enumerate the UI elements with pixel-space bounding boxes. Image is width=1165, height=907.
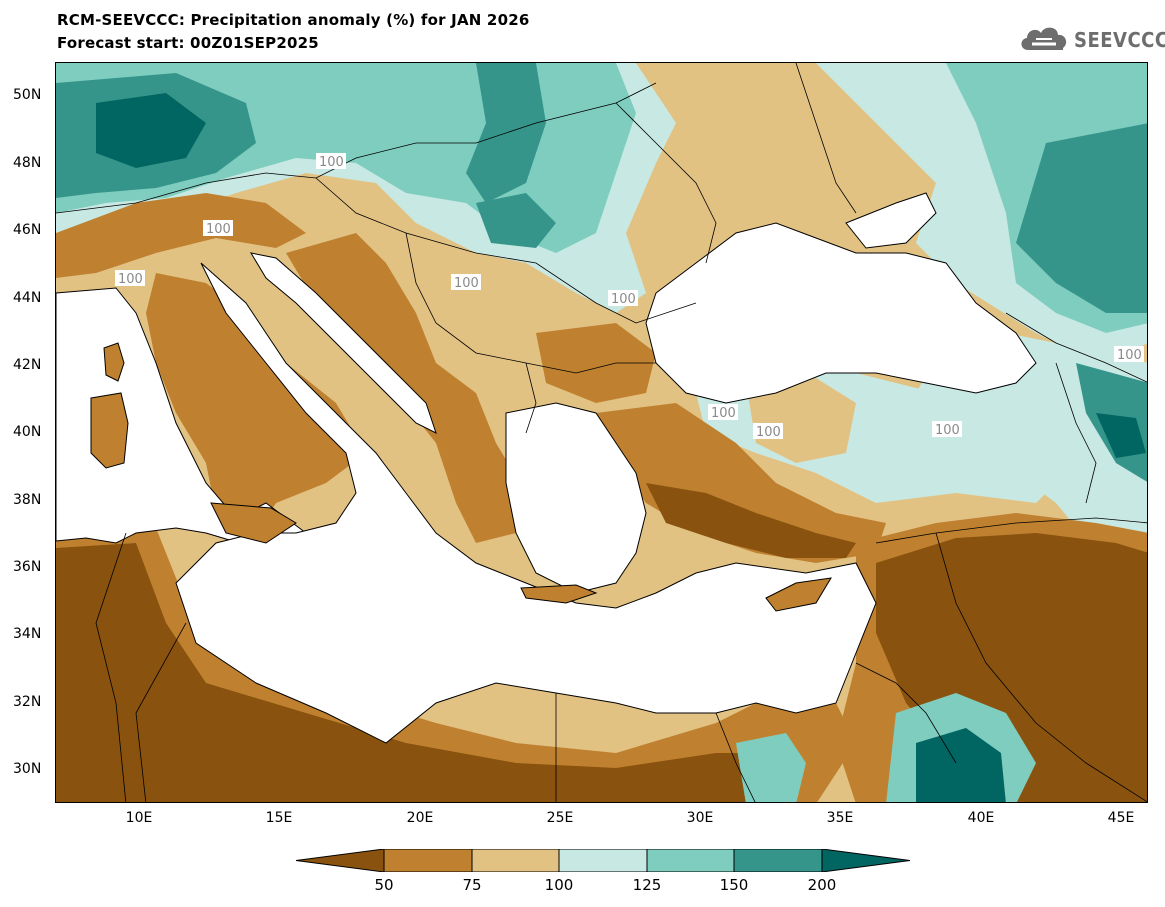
colorbar-label: 100: [544, 876, 574, 894]
dry-zone-bulgaria: [536, 323, 656, 403]
lon-tick-label: 25E: [546, 810, 574, 826]
lat-tick-label: 36N: [13, 559, 42, 575]
lat-tick-label: 42N: [13, 357, 42, 373]
lat-tick-label: 44N: [13, 290, 42, 306]
island-corsica: [103, 342, 125, 382]
lat-tick-label: 40N: [13, 424, 42, 440]
island-sicily: [210, 502, 297, 544]
lon-tick-label: 10E: [125, 810, 153, 826]
dry-zone-west-anatolia: [596, 403, 886, 563]
lon-tick-label: 45E: [1107, 810, 1135, 826]
island-sardinia: [90, 392, 129, 469]
dry-zone-north-italy: [56, 193, 306, 278]
dry-zone-north-africa-below-50: [56, 543, 796, 802]
contour-label: 100: [1117, 348, 1142, 363]
colorbar-bin: [471, 849, 560, 872]
lat-tick-label: 48N: [13, 155, 42, 171]
colorbar-label: 125: [632, 876, 662, 894]
seevccc-logo: SEEVCCC: [1018, 22, 1165, 58]
colorbar: [296, 849, 910, 872]
contour-label: 100: [206, 222, 231, 237]
sea-black-sea: [645, 222, 1037, 404]
sea-azov: [845, 192, 937, 249]
colorbar-label: 75: [462, 876, 482, 894]
contour-label: 100: [611, 292, 636, 307]
logo-text: SEEVCCC: [1074, 28, 1165, 52]
contour-label: 100: [756, 425, 781, 440]
precipitation-anomaly-map: 100 100 100 100 100 100 100 100 100: [55, 62, 1148, 803]
contour-label: 100: [454, 276, 479, 291]
chart-title: RCM-SEEVCCC: Precipitation anomaly (%) f…: [57, 11, 530, 29]
lat-tick-label: 38N: [13, 492, 42, 508]
dry-zone-italy: [146, 273, 366, 533]
colorbar-bin: [821, 849, 910, 872]
wet-zone-arabia-200: [916, 728, 1006, 802]
contour-labels: 100 100 100 100 100 100 100 100 100: [115, 153, 1144, 440]
lat-tick-label: 50N: [13, 87, 42, 103]
colorbar-bin: [558, 849, 648, 872]
wet-zone-hungary-150: [476, 193, 556, 248]
country-borders: [56, 63, 1147, 802]
contour-label: 100: [319, 155, 344, 170]
wet-zone-caucasus-200: [1096, 413, 1146, 458]
colorbar-label: 150: [719, 876, 749, 894]
wet-zone-alps-200: [96, 93, 206, 168]
colorbar-label: 50: [374, 876, 394, 894]
colorbar-label: 200: [807, 876, 837, 894]
lat-tick-label: 32N: [13, 694, 42, 710]
wet-zone-east-150: [1016, 123, 1147, 313]
island-cyprus: [765, 577, 832, 612]
colorbar-bin: [733, 849, 823, 872]
wet-zone-sinai: [736, 733, 806, 802]
lat-tick-label: 30N: [13, 761, 42, 777]
sea-tyrrhenian-ionian: [175, 262, 877, 744]
lat-tick-label: 46N: [13, 222, 42, 238]
colorbar-bin: [383, 849, 473, 872]
lon-tick-label: 35E: [826, 810, 854, 826]
cloud-icon: [1021, 27, 1067, 50]
colorbar-bin: [646, 849, 735, 872]
contour-label: 100: [935, 423, 960, 438]
island-crete: [520, 584, 598, 604]
lon-tick-label: 40E: [967, 810, 995, 826]
lon-tick-label: 20E: [406, 810, 434, 826]
contour-label: 100: [711, 406, 736, 421]
lat-tick-label: 34N: [13, 626, 42, 642]
forecast-start-subtitle: Forecast start: 00Z01SEP2025: [57, 34, 319, 52]
dry-zone-south-anatolia-below-50: [646, 483, 856, 558]
colorbar-bin: [296, 849, 385, 872]
dry-zone-central-anatolia: [746, 378, 856, 463]
contour-label: 100: [118, 272, 143, 287]
sea-adriatic: [249, 252, 437, 434]
lon-tick-label: 15E: [265, 810, 293, 826]
sea-aegean: [505, 402, 647, 594]
lon-tick-label: 30E: [686, 810, 714, 826]
